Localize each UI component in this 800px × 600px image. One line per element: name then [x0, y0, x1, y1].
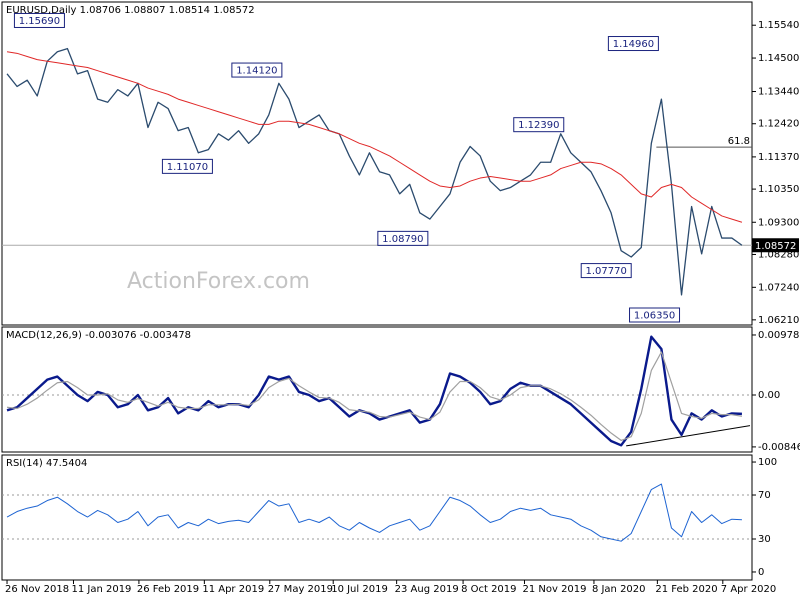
- x-tick-label: 11 Apr 2019: [202, 584, 264, 595]
- price-label-box: [231, 62, 283, 78]
- y-tick-label: 0: [758, 567, 764, 578]
- y-tick-label: 70: [758, 490, 771, 501]
- price-label: 1.14960: [613, 39, 654, 50]
- price-label-box: [13, 12, 65, 28]
- price-label: 1.07770: [586, 266, 627, 277]
- series-line: [6, 47, 743, 296]
- price-label-box: [377, 230, 429, 246]
- price-label: 1.11070: [167, 162, 208, 173]
- x-tick-label: 26 Nov 2018: [5, 584, 69, 595]
- price-label: 1.06350: [634, 311, 675, 322]
- x-tick-label: 23 Aug 2019: [395, 584, 459, 595]
- price-label: 1.12390: [518, 120, 559, 131]
- x-tick-label: 8 Jan 2020: [592, 584, 646, 595]
- x-tick-label: 11 Jan 2019: [71, 584, 131, 595]
- panel-title: EURUSD,Daily 1.08706 1.08807 1.08514 1.0…: [6, 5, 255, 16]
- y-tick-label: 1.11370: [758, 152, 799, 163]
- panel-title: MACD(12,26,9) -0.003076 -0.003478: [6, 330, 191, 341]
- y-tick-label: 1.09300: [758, 217, 799, 228]
- x-tick-label: 10 Jul 2019: [331, 584, 388, 595]
- x-tick-label: 26 Feb 2019: [137, 584, 199, 595]
- y-tick-label: -0.00846: [758, 442, 800, 453]
- last-price-box: [752, 238, 799, 253]
- y-tick-label: 1.06210: [758, 315, 799, 326]
- y-tick-label: 1.07240: [758, 282, 799, 293]
- price-label-box: [513, 117, 565, 133]
- series-line: [6, 483, 742, 542]
- fib-label: 61.8: [728, 136, 750, 147]
- y-tick-label: 1.10350: [758, 184, 799, 195]
- price-label-box: [580, 263, 632, 279]
- panel-frame: [1, 454, 753, 581]
- price-label: 1.14120: [236, 66, 277, 77]
- panel-title: RSI(14) 47.5404: [6, 458, 87, 469]
- y-tick-label: 0.00: [758, 390, 780, 401]
- panel-frame: [1, 326, 753, 453]
- trendline: [626, 425, 751, 447]
- y-tick-label: 1.12420: [758, 119, 799, 130]
- series-line: [6, 335, 742, 447]
- y-tick-label: 1.08280: [758, 249, 799, 260]
- y-tick-label: 1.15540: [758, 20, 799, 31]
- y-tick-label: 100: [758, 457, 777, 468]
- price-label: 1.08790: [382, 234, 423, 245]
- price-label: 1.15690: [19, 16, 60, 27]
- x-tick-label: 21 Feb 2020: [655, 584, 717, 595]
- price-label-box: [161, 158, 213, 174]
- last-price-label: 1.08572: [755, 241, 796, 252]
- series-line: [6, 351, 743, 441]
- x-tick-label: 21 Nov 2019: [522, 584, 586, 595]
- series-line: [6, 51, 743, 223]
- y-tick-label: 1.13440: [758, 87, 799, 98]
- y-tick-label: 30: [758, 534, 771, 545]
- price-label-box: [629, 307, 681, 323]
- watermark: ActionForex.com: [127, 269, 310, 294]
- price-label-box: [607, 36, 659, 52]
- x-tick-label: 7 Apr 2020: [721, 584, 776, 595]
- y-tick-label: 0.00978: [758, 330, 799, 341]
- x-tick-label: 8 Oct 2019: [461, 584, 516, 595]
- panel-frame: [1, 1, 753, 326]
- y-tick-label: 1.14500: [758, 53, 799, 64]
- x-tick-label: 27 May 2019: [268, 584, 333, 595]
